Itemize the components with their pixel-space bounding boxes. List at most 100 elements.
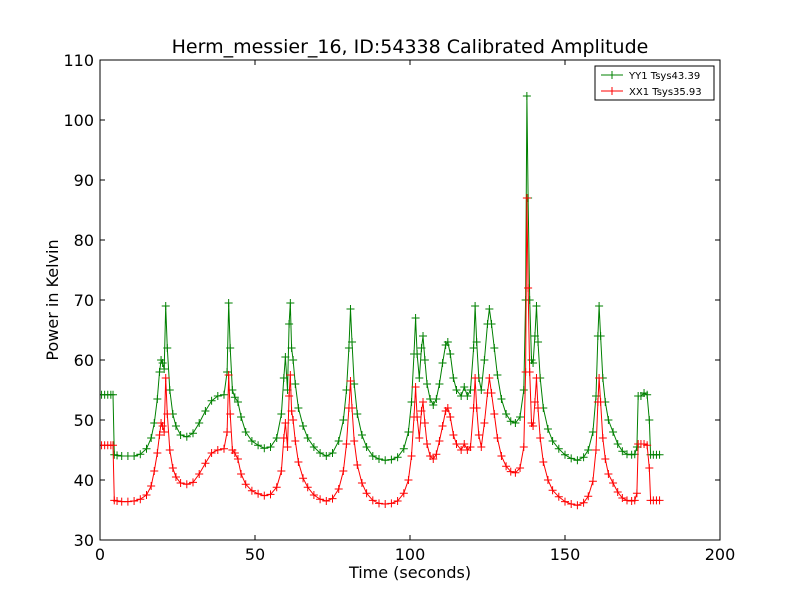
y-tick-label: 70: [74, 291, 94, 310]
data-point: [195, 419, 204, 427]
data-point: [490, 410, 499, 418]
data-point: [230, 449, 239, 457]
x-tick-label: 0: [95, 545, 105, 564]
data-point: [368, 496, 377, 505]
data-point: [153, 395, 162, 403]
data-point: [294, 458, 303, 466]
data-point: [176, 431, 185, 439]
data-point: [432, 450, 441, 459]
data-point: [387, 455, 396, 464]
data-point: [286, 371, 295, 379]
data-point: [303, 483, 312, 492]
data-point: [539, 458, 548, 466]
data-point: [353, 410, 362, 418]
data-point: [613, 488, 622, 496]
data-point: [463, 392, 472, 400]
data-point: [171, 473, 180, 481]
data-point: [446, 350, 455, 358]
data-point: [113, 497, 122, 505]
data-point: [493, 371, 502, 379]
data-point: [632, 489, 641, 498]
data-point: [260, 491, 269, 500]
data-point: [543, 425, 552, 433]
data-point: [516, 464, 525, 472]
data-point: [189, 429, 197, 438]
legend-item: XX1 Tsys35.93: [601, 87, 702, 98]
data-point: [160, 365, 169, 373]
legend-box: [594, 65, 715, 101]
data-point: [334, 485, 343, 493]
data-point: [524, 284, 533, 292]
data-point: [316, 449, 325, 457]
data-point: [471, 302, 480, 310]
data-point: [534, 404, 543, 412]
data-point: [237, 413, 246, 421]
data-point: [643, 441, 652, 450]
data-point: [328, 449, 337, 457]
data-point: [519, 386, 528, 394]
data-point: [287, 344, 296, 352]
data-point: [573, 501, 582, 510]
data-point: [595, 374, 604, 382]
data-point: [584, 492, 593, 501]
data-point: [189, 478, 197, 487]
data-point: [561, 497, 569, 506]
data-point: [655, 450, 664, 459]
data-point: [534, 338, 543, 346]
data-point: [452, 440, 461, 448]
data-point: [279, 434, 288, 442]
x-tick-label: 100: [395, 545, 426, 564]
data-point: [413, 413, 422, 421]
data-point: [530, 332, 539, 340]
data-point: [279, 374, 288, 382]
data-point: [346, 305, 355, 313]
y-tick-label: 30: [74, 531, 94, 550]
data-point: [466, 386, 475, 394]
data-point: [142, 491, 151, 499]
data-point: [407, 398, 416, 406]
data-point: [163, 410, 172, 418]
data-point: [595, 302, 604, 310]
data-point: [511, 419, 520, 427]
data-point: [277, 410, 286, 418]
data-point: [224, 299, 233, 307]
data-point: [147, 482, 156, 490]
data-point: [201, 407, 210, 415]
data-point: [328, 494, 337, 503]
legend-item: YY1 Tsys43.39: [601, 71, 700, 82]
data-point: [623, 496, 631, 505]
data-point: [429, 401, 438, 409]
data-point: [502, 410, 511, 418]
data-point: [584, 446, 593, 454]
data-point: [645, 416, 654, 424]
data-point: [350, 437, 359, 445]
data-point: [247, 437, 256, 445]
series-yy1: [100, 92, 664, 465]
data-point: [477, 443, 486, 451]
data-point: [404, 428, 413, 436]
data-point: [530, 398, 539, 406]
data-point: [393, 497, 402, 505]
data-point: [596, 398, 605, 406]
data-point: [387, 499, 396, 508]
data-point: [477, 386, 486, 394]
data-point: [497, 395, 506, 403]
data-point: [511, 468, 520, 477]
data-point: [109, 390, 118, 399]
data-point: [655, 496, 664, 505]
data-point: [596, 332, 605, 340]
data-point: [285, 392, 294, 400]
data-point: [277, 467, 286, 475]
data-point: [130, 452, 139, 460]
data-point: [348, 404, 357, 412]
data-point: [339, 467, 348, 475]
data-point: [536, 434, 545, 442]
data-point: [266, 490, 275, 499]
data-point: [438, 359, 447, 367]
legend-label: XX1 Tsys35.93: [629, 87, 702, 98]
data-point: [429, 455, 438, 463]
data-point: [291, 380, 300, 388]
y-tick-label: 50: [74, 411, 94, 430]
data-point: [287, 407, 296, 415]
